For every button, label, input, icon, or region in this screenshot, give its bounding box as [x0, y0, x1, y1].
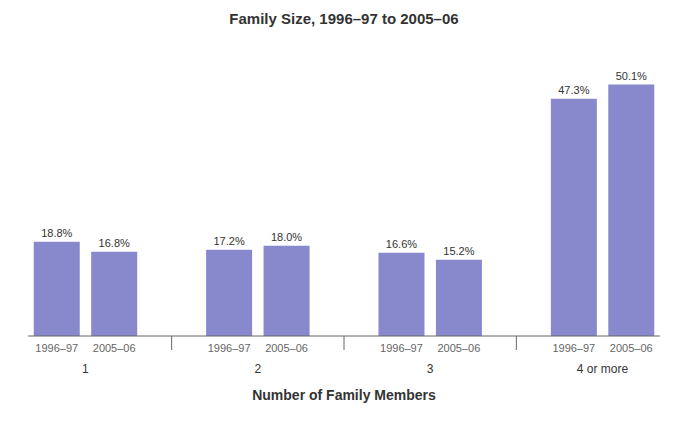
svg-text:2005–06: 2005–06 [437, 342, 480, 354]
svg-text:1: 1 [82, 362, 89, 376]
svg-text:3: 3 [427, 362, 434, 376]
svg-text:1996–97: 1996–97 [552, 342, 595, 354]
svg-text:50.1%: 50.1% [616, 70, 647, 82]
html-text:Family Size, 1996–97 to 2005–0: Family Size, 1996–97 to 2005–06 [229, 10, 459, 27]
svg-text:18.8%: 18.8% [41, 227, 72, 239]
svg-text:16.8%: 16.8% [99, 237, 130, 249]
svg-text:2005–06: 2005–06 [610, 342, 653, 354]
svg-text:1996–97: 1996–97 [208, 342, 251, 354]
svg-text:16.6%: 16.6% [386, 238, 417, 250]
svg-text:17.2%: 17.2% [214, 235, 245, 247]
svg-text:Number of Family Members: Number of Family Members [252, 387, 436, 403]
svg-text:1996–97: 1996–97 [380, 342, 423, 354]
svg-text:18.0%: 18.0% [271, 231, 302, 243]
svg-text:1996–97: 1996–97 [35, 342, 78, 354]
svg-text:2005–06: 2005–06 [93, 342, 136, 354]
svg-text:4 or more: 4 or more [577, 362, 629, 376]
svg-text:47.3%: 47.3% [558, 84, 589, 96]
svg-text:2005–06: 2005–06 [265, 342, 308, 354]
svg-text:2: 2 [254, 362, 261, 376]
svg-text:15.2%: 15.2% [443, 245, 474, 257]
